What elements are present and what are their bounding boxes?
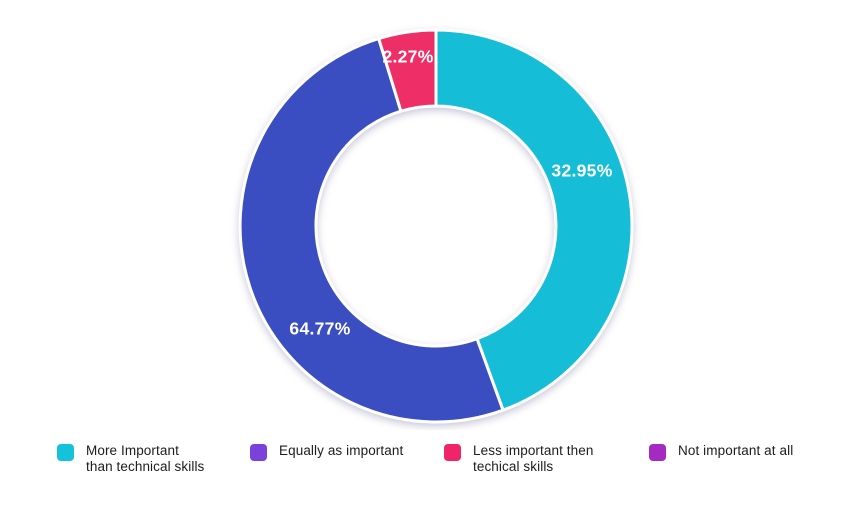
legend-item-more-important: More Important than technical skills	[57, 443, 204, 475]
donut-chart: 32.95% 64.77% 2.27%	[238, 28, 634, 424]
pie-slice-0	[434, 28, 634, 412]
legend-swatch-cyan	[57, 444, 74, 461]
legend-swatch-purple	[250, 444, 267, 461]
legend-item-not-important: Not important at all	[649, 443, 793, 461]
legend-swatch-magenta	[649, 444, 666, 461]
donut-slices	[238, 28, 634, 424]
slice-label-2: 2.27%	[382, 47, 433, 67]
legend-label: Less important then techical skills	[473, 443, 594, 474]
pie-slice-1	[238, 37, 505, 424]
slice-label-0: 32.95%	[551, 161, 612, 181]
legend-label: Not important at all	[678, 443, 794, 458]
legend-label: More Important than technical skills	[86, 443, 205, 474]
legend-item-less-important: Less important then techical skills	[444, 443, 593, 475]
legend-item-equally-important: Equally as important	[250, 443, 403, 461]
pie-slice-2	[377, 28, 438, 113]
legend-label: Equally as important	[279, 443, 404, 458]
legend-swatch-pink	[444, 444, 461, 461]
slice-label-1: 64.77%	[289, 319, 350, 339]
